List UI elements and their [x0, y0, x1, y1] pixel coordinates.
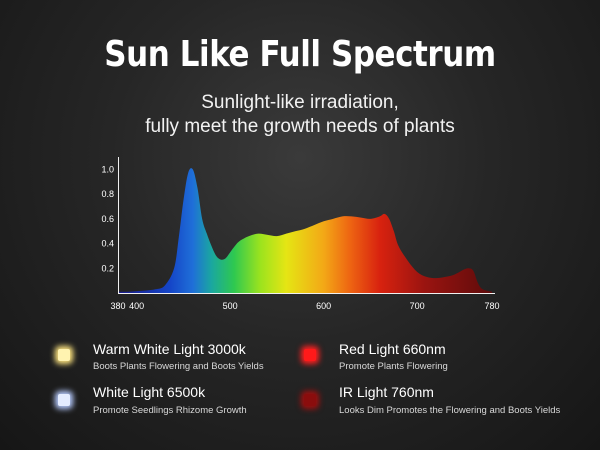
y-tick-label: 0.2 — [101, 263, 114, 273]
x-tick-label: 500 — [223, 301, 238, 311]
legend-label-2: White Light 6500k — [93, 384, 206, 400]
subtitle-line-1: Sunlight-like irradiation, — [201, 92, 399, 113]
spectrum-area — [118, 168, 492, 293]
spectrum-chart: 0.2 0.4 0.6 0.8 1.0 380 400 500 600 700 780 — [101, 157, 500, 311]
x-tick-label: 600 — [316, 301, 331, 311]
legend-desc-2: Promote Seedlings Rhizome Growth — [93, 405, 247, 416]
legend-label-3: Red Light 660nm — [339, 341, 446, 357]
x-tick-label: 400 — [129, 301, 144, 311]
y-tick-label: 1.0 — [101, 164, 114, 174]
y-tick-label: 0.6 — [101, 214, 114, 224]
legend-label-4: IR Light 760nm — [339, 384, 434, 400]
page-title: Sun Like Full Spectrum — [104, 34, 496, 75]
legend-swatch-1 — [58, 349, 70, 361]
legend-desc-1: Boots Plants Flowering and Boots Yields — [93, 361, 264, 372]
legend-desc-3: Promote Plants Flowering — [339, 361, 448, 372]
legend-swatch-3 — [304, 349, 316, 361]
legend-swatch-4 — [304, 394, 316, 406]
y-tick-label: 0.8 — [101, 189, 114, 199]
legend-swatch-2 — [58, 394, 70, 406]
subtitle-line-2: fully meet the growth needs of plants — [145, 116, 455, 137]
x-tick-label: 780 — [484, 301, 499, 311]
x-tick-label: 700 — [410, 301, 425, 311]
y-tick-label: 0.4 — [101, 239, 114, 249]
legend-label-1: Warm White Light 3000k — [93, 341, 246, 357]
legend-desc-4: Looks Dim Promotes the Flowering and Boo… — [339, 405, 561, 416]
x-tick-label: 380 — [110, 301, 125, 311]
